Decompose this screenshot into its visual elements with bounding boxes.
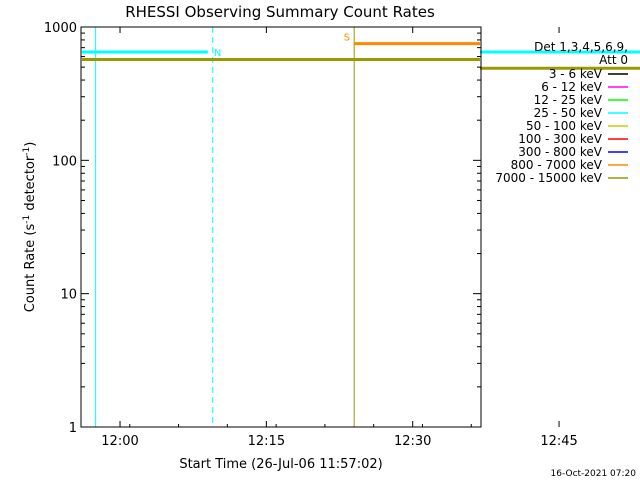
y-axis-label: Count Rate (s-1 detector-1) [22,142,38,313]
legend-label-6: 300 - 800 keV [518,145,602,159]
legend-label-2: 12 - 25 keV [534,93,603,107]
legend-label-5: 100 - 300 keV [518,132,602,146]
legend-label-8: 7000 - 15000 keV [495,171,602,185]
x-tick-label-12:15: 12:15 [248,434,285,449]
y-tick-label-10: 10 [60,288,77,303]
plot-area: NSFD1FD3 [82,27,640,427]
legend-header-line-2: Att 0 [599,53,628,67]
legend-label-4: 50 - 100 keV [526,119,603,133]
legend-label-7: 800 - 7000 keV [511,158,603,172]
x-axis-label: Start Time (26-Jul-06 11:57:02) [179,457,382,472]
y-tick-label-1: 1 [69,421,77,436]
y-tick-label-1000: 1000 [44,21,77,36]
x-tick-label-12:30: 12:30 [394,434,431,449]
legend-label-0: 3 - 6 keV [549,67,603,81]
legend-label-1: 6 - 12 keV [541,80,603,94]
axes: 12:0012:1512:3012:4513:0013:1513:3011010… [44,21,578,449]
plot-frame [80,26,482,428]
flag-label-s: S [344,33,350,44]
flag-label-n: N [214,48,221,59]
footer-timestamp: 16-Oct-2021 07:20 [551,469,637,479]
y-tick-label-100: 100 [52,154,77,169]
legend-header-line-1: Det 1,3,4,5,6,9, [534,40,628,54]
chart-title: RHESSI Observing Summary Count Rates [125,3,435,21]
x-tick-label-12:00: 12:00 [101,434,138,449]
x-tick-label-12:45: 12:45 [540,434,577,449]
legend-label-3: 25 - 50 keV [534,106,603,120]
